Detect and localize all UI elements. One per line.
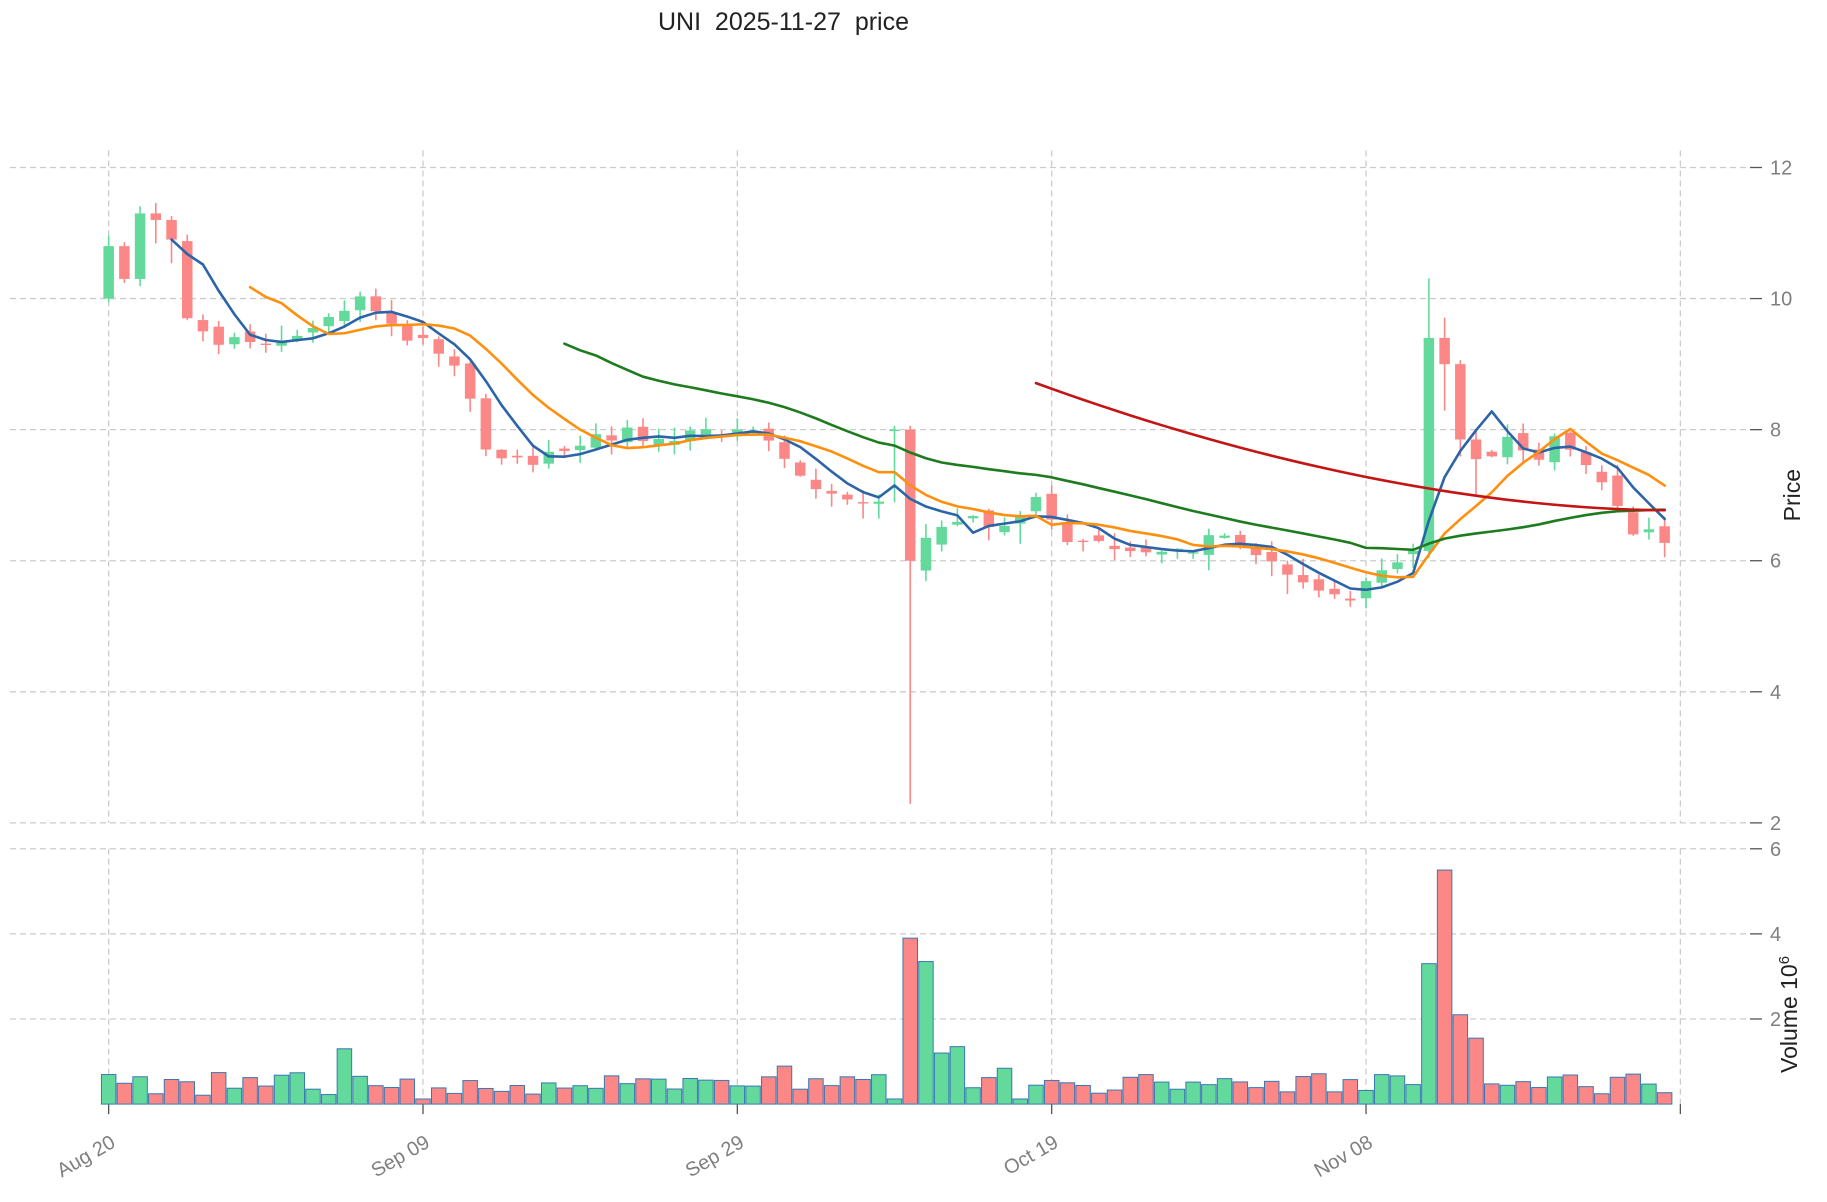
svg-text:2: 2 xyxy=(1770,813,1781,835)
svg-text:Sep 09: Sep 09 xyxy=(368,1131,434,1182)
svg-text:Price: Price xyxy=(1779,469,1805,521)
svg-text:4: 4 xyxy=(1770,682,1781,704)
svg-text:10: 10 xyxy=(1770,289,1792,311)
svg-text:Aug 20: Aug 20 xyxy=(53,1131,119,1182)
svg-text:8: 8 xyxy=(1770,420,1781,442)
svg-text:Volume 106: Volume 106 xyxy=(1776,956,1803,1073)
svg-text:6: 6 xyxy=(1770,839,1781,861)
svg-text:12: 12 xyxy=(1770,158,1792,180)
svg-text:Sep 29: Sep 29 xyxy=(682,1131,748,1182)
svg-text:6: 6 xyxy=(1770,551,1781,573)
svg-text:Oct 19: Oct 19 xyxy=(1000,1131,1062,1180)
svg-text:Nov 08: Nov 08 xyxy=(1311,1131,1377,1182)
svg-text:4: 4 xyxy=(1770,924,1781,946)
